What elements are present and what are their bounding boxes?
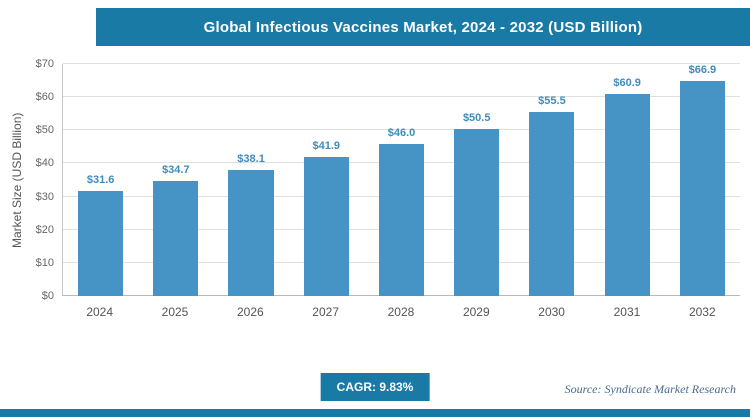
bar-value-label: $38.1 [237,152,265,165]
plot-column: $31.6 $34.7 $38.1 $41.9 $46.0 $50.5 $55.5 $60.9… [62,63,740,319]
chart-title: Global Infectious Vaccines Market, 2024 … [203,18,643,36]
bar-column: $31.6 [63,64,138,296]
chart: Market Size (USD Billion) $0 $10 $20 $30 $40… [8,58,740,319]
bar [604,94,650,296]
y-tick-label: $30 [35,190,54,203]
x-tick-label: 2025 [161,305,189,319]
bar [454,128,500,296]
cagr-badge: CAGR: 9.83% [320,373,430,401]
bar-value-label: $34.7 [162,164,190,176]
y-tick-label: $20 [35,223,54,236]
bars: $31.6 $34.7 $38.1 $41.9 $46.0 $50.5 $55.5 $60.9… [63,64,740,296]
bar-value-label: $46.0 [387,126,416,139]
bar [303,157,349,296]
bar [78,191,124,296]
bottom-strip [0,409,750,417]
bar-column: $34.7 [138,64,213,296]
bar-column: $66.9 [665,64,740,296]
bar [529,112,575,296]
x-tick-label: 2031 [613,305,641,319]
bar-column: $60.9 [590,64,665,296]
bar-column: $38.1 [213,64,288,296]
plot-area: $31.6 $34.7 $38.1 $41.9 $46.0 $50.5 $55.5 $60.9… [62,63,740,296]
x-tick-label: 2032 [688,305,716,319]
bar-value-label: $66.9 [688,64,717,76]
bar-value-label: $31.6 [86,174,115,187]
bar-column: $41.9 [289,64,364,296]
x-tick-label: 2024 [86,305,114,319]
y-tick-label: $0 [41,290,54,302]
y-tick-label: $70 [35,58,54,70]
gridline [63,129,740,131]
y-tick-label: $50 [35,124,54,137]
x-tick-label: 2029 [462,305,490,319]
bar [228,169,274,296]
bar [679,81,725,296]
bar-value-label: $55.5 [538,95,566,108]
bar-value-label: $50.5 [462,111,491,124]
y-axis-ticks: $0 $10 $20 $30 $40 $50 $60 $70 [26,58,62,302]
x-tick-label: 2026 [236,305,264,319]
bar-column: $55.5 [514,64,589,296]
gridline [63,96,740,98]
y-tick-label: $10 [35,256,54,269]
y-tick-label: $60 [35,91,54,104]
gridline [63,63,740,64]
bar-value-label: $41.9 [312,140,341,153]
y-tick-label: $40 [35,157,54,170]
x-tick-label: 2030 [538,305,565,319]
bar-value-label: $60.9 [613,77,641,90]
x-tick-label: 2027 [312,305,339,319]
bar-column: $46.0 [364,64,439,296]
source-text: Source: Syndicate Market Research [564,382,736,396]
chart-title-bar: Global Infectious Vaccines Market, 2024 … [96,8,750,46]
bar [378,143,425,296]
x-axis-labels: 2024 2025 2026 2027 2028 2029 2030 2031 2032 [62,296,740,319]
y-axis-title: Market Size (USD Billion) [10,112,24,248]
bar-column: $50.5 [439,64,514,296]
x-tick-label: 2028 [387,305,415,319]
bar [153,181,199,296]
